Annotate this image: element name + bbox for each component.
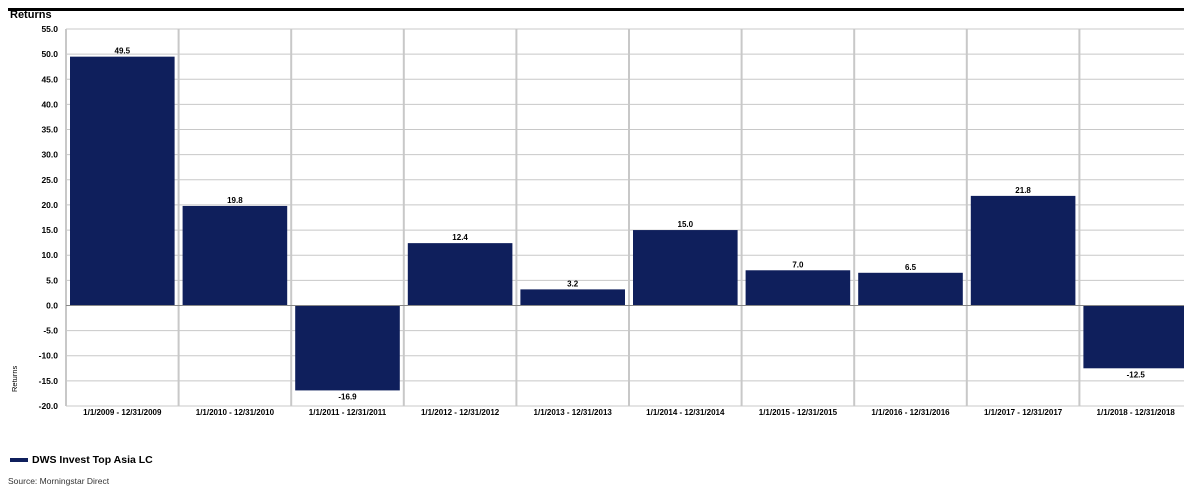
bar-labels: 49.5 19.8 -16.9 12.4 3.2 15.0 7.0 6.5 21.8 -12.5 xyxy=(115,47,1146,402)
y-tick-label: 40.0 xyxy=(41,99,58,109)
y-tick-label: 50.0 xyxy=(41,49,58,59)
y-axis-label: Returns xyxy=(10,365,19,392)
bar-value-label: 12.4 xyxy=(452,233,468,242)
bar xyxy=(745,270,851,306)
y-tick-label: 55.0 xyxy=(41,24,58,34)
bar-value-label: 49.5 xyxy=(115,47,131,56)
bar xyxy=(182,205,288,306)
bar xyxy=(70,56,175,306)
y-tick-label: 25.0 xyxy=(41,175,58,185)
y-tick-label: -15.0 xyxy=(39,376,59,386)
bar-chart: 55.0 50.0 45.0 40.0 35.0 30.0 25.0 20.0 15.0 10.0… xyxy=(10,24,1184,417)
source-note: Source: Morningstar Direct xyxy=(8,476,110,486)
y-tick-label: 0.0 xyxy=(46,300,58,310)
bar-value-label: 7.0 xyxy=(792,260,804,269)
bar-value-label: 6.5 xyxy=(905,263,917,272)
bar-value-label: 19.8 xyxy=(227,196,243,205)
y-tick-label: -10.0 xyxy=(39,351,59,361)
y-axis-ticks: 55.0 50.0 45.0 40.0 35.0 30.0 25.0 20.0 15.0 10.0… xyxy=(39,24,59,411)
y-tick-label: -20.0 xyxy=(39,401,59,411)
y-tick-label: 5.0 xyxy=(46,275,58,285)
bar-value-label: 21.8 xyxy=(1015,186,1031,195)
x-tick-label: 1/1/2009 - 12/31/2009 xyxy=(83,408,162,417)
x-tick-label: 1/1/2016 - 12/31/2016 xyxy=(871,408,950,417)
bar xyxy=(295,305,400,391)
bar xyxy=(633,230,738,306)
title-rule xyxy=(8,8,1184,11)
x-tick-label: 1/1/2011 - 12/31/2011 xyxy=(309,408,387,417)
y-tick-label: 20.0 xyxy=(41,200,58,210)
bar xyxy=(858,272,963,306)
bar-value-label: -12.5 xyxy=(1127,370,1146,379)
x-tick-label: 1/1/2018 - 12/31/2018 xyxy=(1097,408,1176,417)
bar xyxy=(520,289,625,306)
x-tick-label: 1/1/2017 - 12/31/2017 xyxy=(984,408,1063,417)
y-tick-label: 10.0 xyxy=(41,250,58,260)
y-tick-label: -5.0 xyxy=(43,326,58,336)
legend: DWS Invest Top Asia LC xyxy=(10,454,153,466)
x-axis-ticks: 1/1/2009 - 12/31/2009 1/1/2010 - 12/31/20… xyxy=(83,408,1175,417)
bars xyxy=(70,56,1184,391)
chart-title: Returns xyxy=(10,9,52,21)
bar xyxy=(970,195,1076,306)
bar-value-label: 15.0 xyxy=(678,220,694,229)
y-tick-label: 35.0 xyxy=(41,125,58,135)
y-tick-label: 45.0 xyxy=(41,74,58,84)
legend-label: DWS Invest Top Asia LC xyxy=(32,454,153,466)
x-tick-label: 1/1/2013 - 12/31/2013 xyxy=(534,408,613,417)
y-tick-label: 30.0 xyxy=(41,150,58,160)
bar xyxy=(1083,305,1184,369)
y-tick-label: 15.0 xyxy=(41,225,58,235)
bar xyxy=(407,243,513,306)
bar-value-label: 3.2 xyxy=(567,279,579,288)
x-tick-label: 1/1/2010 - 12/31/2010 xyxy=(196,408,275,417)
x-tick-label: 1/1/2012 - 12/31/2012 xyxy=(421,408,500,417)
x-tick-label: 1/1/2014 - 12/31/2014 xyxy=(646,408,725,417)
bar-value-label: -16.9 xyxy=(338,392,357,401)
x-tick-label: 1/1/2015 - 12/31/2015 xyxy=(759,408,838,417)
legend-swatch xyxy=(10,458,28,462)
